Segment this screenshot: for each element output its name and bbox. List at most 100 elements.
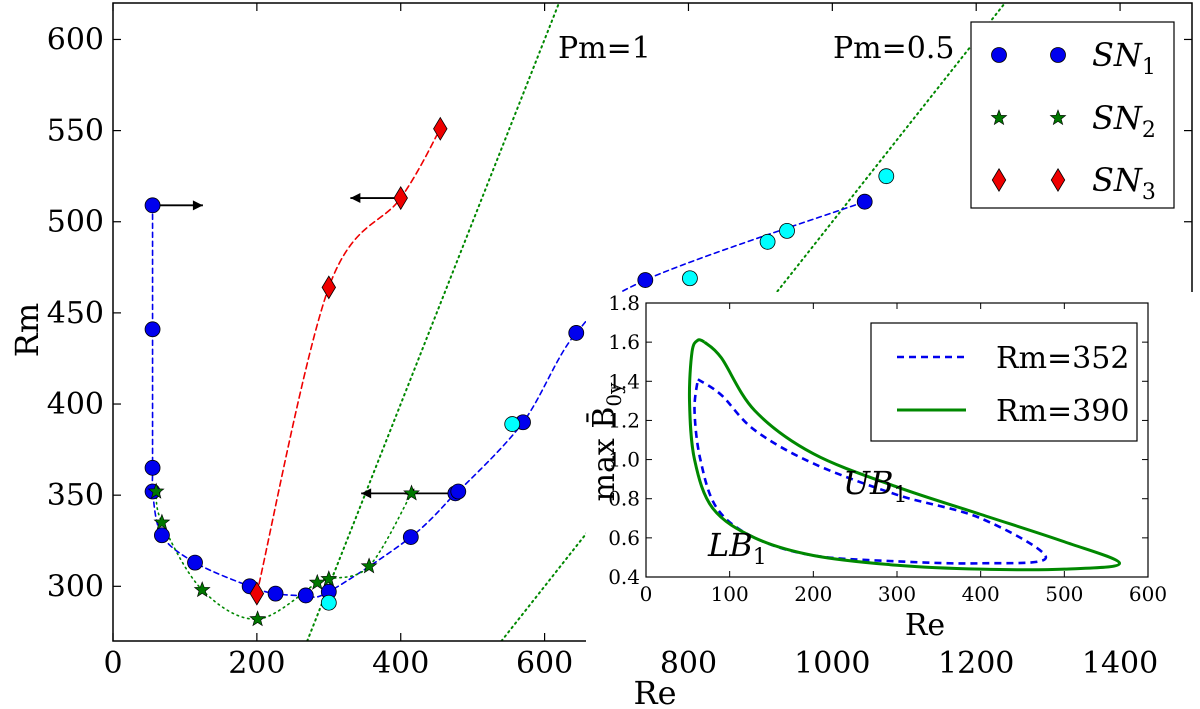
legend-marker-b-3 xyxy=(1050,167,1066,193)
point-s0-0 xyxy=(144,197,161,214)
x-tick-label-1: 200 xyxy=(228,646,285,681)
point-s0-2 xyxy=(144,459,161,476)
point-s0-10 xyxy=(402,529,419,545)
inset-annotation-1: LB1 xyxy=(707,526,767,570)
y-tick-label-6: 600 xyxy=(47,22,104,57)
inset-annotation-sub-0: 1 xyxy=(893,483,907,508)
guide-label-1: Pm=0.5 xyxy=(833,31,954,66)
x-tick-label-4: 800 xyxy=(660,646,717,681)
inset-legend-label-1: Rm=390 xyxy=(996,394,1129,429)
inset-y-tick-label-2: 0.8 xyxy=(608,487,640,511)
point-s0-12 xyxy=(450,483,467,500)
point-s1-3 xyxy=(759,233,776,250)
point-s3-1 xyxy=(321,275,337,300)
point-s1-1 xyxy=(504,416,521,432)
point-s2-3 xyxy=(249,610,267,627)
inset-annotation-sub-1: 1 xyxy=(753,545,767,570)
point-s1-0 xyxy=(320,594,337,611)
x-tick-label-3: 600 xyxy=(516,646,573,681)
inset-plot-area xyxy=(687,338,1122,572)
inset-y-axis-label-sub: 0y xyxy=(602,382,626,407)
point-s3-2 xyxy=(393,186,408,211)
legend-marker-b-2 xyxy=(1049,109,1067,126)
legend-marker-a-2 xyxy=(990,109,1008,126)
inset-y-tick-label-7: 1.8 xyxy=(608,291,640,315)
legend-label-0: SN1 xyxy=(1092,36,1156,80)
inset-y-tick-label-4: 1.2 xyxy=(608,408,640,432)
x-axis-label: Re xyxy=(633,674,676,709)
y-tick-label-0: 300 xyxy=(47,569,104,604)
arrow-head-1 xyxy=(350,193,361,204)
y-axis-label: Rm xyxy=(8,303,46,357)
y-tick-label-1: 350 xyxy=(47,478,104,513)
legend-label-main-2: SN xyxy=(1092,99,1143,137)
inset-annotation-main-0: UB xyxy=(843,464,893,502)
inset-y-axis-label: max B̄0y xyxy=(586,382,626,502)
legend-marker-a-0 xyxy=(991,47,1007,63)
legend-label-main-3: SN xyxy=(1092,161,1143,199)
legend-label-sub-3: 3 xyxy=(1142,180,1156,205)
inset-x-tick-label-3: 300 xyxy=(878,582,916,606)
inset-x-tick-label-5: 500 xyxy=(1045,582,1083,606)
x-tick-label-2: 400 xyxy=(372,646,429,681)
point-s2-2 xyxy=(193,581,211,598)
point-s2-4 xyxy=(308,573,326,590)
inset-curve-1 xyxy=(687,338,1122,572)
point-s1-2 xyxy=(682,270,698,287)
inset-y-tick-label-1: 0.6 xyxy=(608,526,640,550)
arrow-head-3 xyxy=(361,488,372,499)
y-tick-label-3: 450 xyxy=(47,296,104,331)
legend-label-3: SN3 xyxy=(1092,161,1156,205)
inset-y-tick-label-6: 1.6 xyxy=(608,330,640,354)
series-line-3 xyxy=(256,127,442,595)
inset-y-tick-label-5: 1.4 xyxy=(608,369,640,393)
point-s3-3 xyxy=(433,116,448,141)
legend-label-main-0: SN xyxy=(1092,36,1143,74)
inset-x-tick-label-1: 100 xyxy=(711,582,749,606)
inset-x-axis-label: Re xyxy=(905,608,945,643)
point-s0-1 xyxy=(144,321,161,338)
legend-label-sub-0: 1 xyxy=(1142,55,1156,80)
point-s0-15 xyxy=(637,272,654,288)
inset-legend-label-0: Rm=352 xyxy=(996,341,1129,376)
point-s2-0 xyxy=(147,482,165,499)
inset-x-tick-label-0: 0 xyxy=(640,582,653,606)
point-s0-7 xyxy=(267,585,284,602)
inset-x-tick-label-2: 200 xyxy=(794,582,832,606)
inset-y-tick-label-3: 1.0 xyxy=(608,448,640,472)
legend-marker-b-0 xyxy=(1050,47,1066,63)
legend-marker-a-3 xyxy=(991,167,1007,193)
point-s2-7 xyxy=(403,484,420,501)
point-s2-1 xyxy=(153,513,171,530)
point-s0-5 xyxy=(187,554,203,571)
arrow-head-0 xyxy=(192,200,203,211)
x-tick-label-0: 0 xyxy=(103,646,122,681)
legend-label-2: SN2 xyxy=(1092,99,1156,143)
point-s0-14 xyxy=(568,325,585,341)
point-s2-6 xyxy=(360,557,378,574)
inset-x-tick-label-6: 600 xyxy=(1129,582,1167,606)
inset-y-axis-label-main: max B̄ xyxy=(586,407,622,502)
point-s1-5 xyxy=(878,168,895,185)
guide-line-pm-0 xyxy=(306,3,560,641)
point-s0-4 xyxy=(154,527,170,544)
legend-label-sub-2: 2 xyxy=(1142,118,1156,143)
inset-annotation-0: UB1 xyxy=(843,464,907,508)
point-s0-16 xyxy=(856,193,873,210)
guide-label-0: Pm=1 xyxy=(558,31,651,66)
y-tick-label-2: 400 xyxy=(47,387,104,422)
main-plot-area xyxy=(144,3,1006,641)
point-s1-4 xyxy=(779,222,795,239)
y-tick-label-5: 550 xyxy=(47,114,104,149)
x-tick-label-5: 1000 xyxy=(794,646,870,681)
inset-y-tick-label-0: 0.4 xyxy=(608,565,640,589)
inset-x-tick-label-4: 400 xyxy=(962,582,1000,606)
x-tick-label-7: 1400 xyxy=(1082,646,1158,681)
y-tick-label-4: 500 xyxy=(47,205,104,240)
point-s0-8 xyxy=(297,587,314,604)
inset-annotation-main-1: LB xyxy=(707,526,753,564)
point-s3-0 xyxy=(249,581,265,606)
x-tick-label-6: 1200 xyxy=(938,646,1014,681)
inset-legend-box xyxy=(870,322,1138,442)
